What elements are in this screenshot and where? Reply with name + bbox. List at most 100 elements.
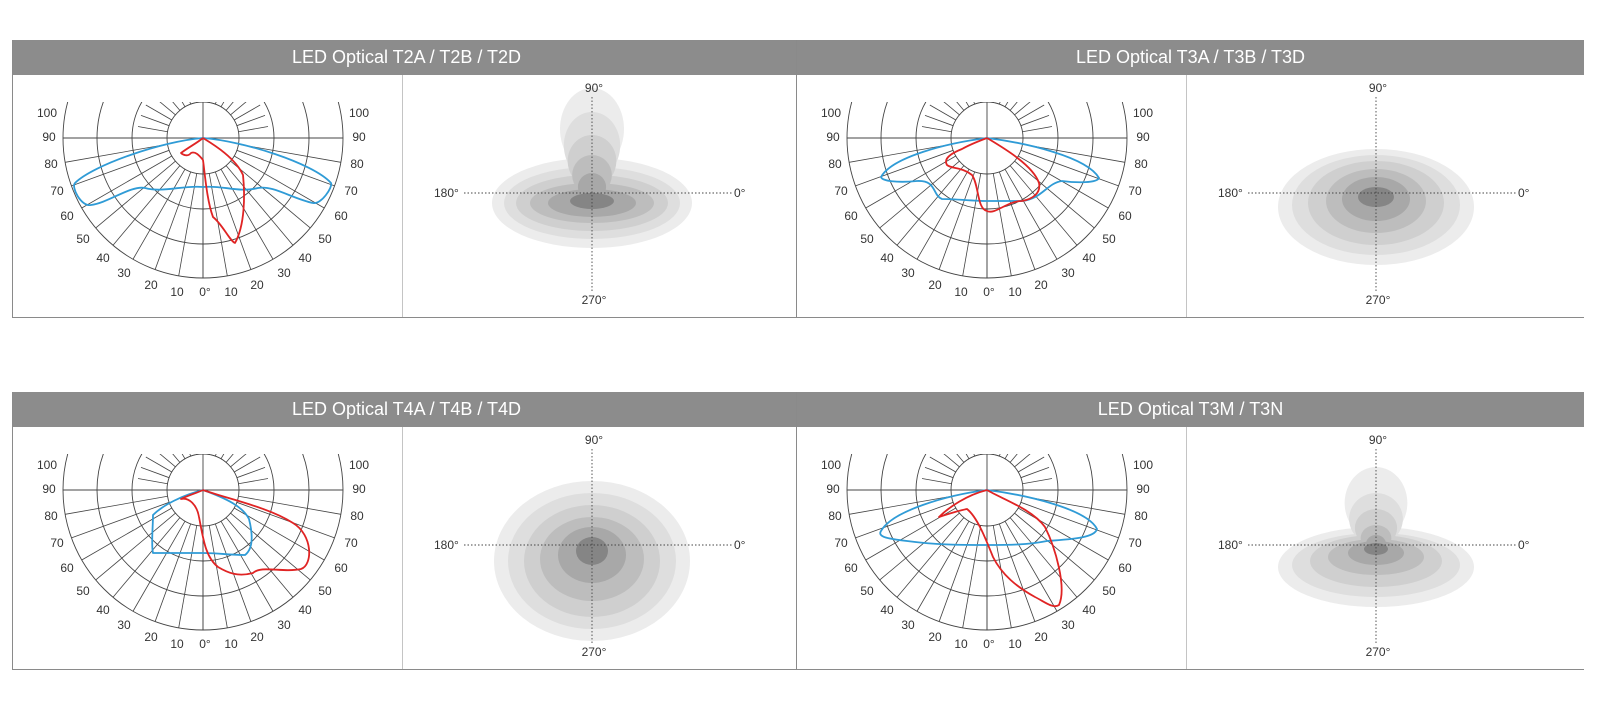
polar-center-label: 0° [199, 285, 211, 299]
polar-spoke [924, 115, 954, 127]
polar-spoke [189, 454, 192, 457]
polar-spoke [236, 467, 266, 479]
polar-spoke [181, 454, 186, 460]
polar-angle-label: 40 [298, 603, 312, 617]
polar-spoke [95, 512, 176, 581]
panel-title: LED Optical T4A / T4B / T4D [13, 392, 800, 427]
polar-spoke [943, 454, 960, 468]
polar-spoke [938, 523, 976, 622]
polar-angle-label: 50 [318, 584, 332, 598]
polar-spoke [962, 173, 982, 276]
polar-spoke [140, 467, 170, 479]
polar-spoke [214, 454, 217, 457]
polar-spoke [81, 507, 173, 561]
polar-spoke [208, 525, 228, 628]
polar-spoke [145, 104, 173, 121]
polar-spoke [1004, 102, 1009, 108]
polar-spoke [71, 149, 170, 187]
isolux-contour [570, 193, 614, 209]
polar-angle-label: 100 [349, 106, 369, 120]
polar-spoke [992, 454, 994, 455]
polar-angle-label: 70 [1128, 536, 1142, 550]
polar-spoke [236, 149, 335, 187]
polar-spoke [980, 102, 982, 103]
polar-spoke [855, 501, 954, 539]
polar-angle-label: 70 [344, 536, 358, 550]
polar-angle-label: 60 [844, 561, 858, 575]
polar-spoke [1020, 149, 1119, 187]
isolux-label-bottom: 270° [1366, 293, 1391, 307]
polar-spoke [233, 104, 261, 121]
polar-spoke [992, 173, 1012, 276]
polar-angle-label: 50 [318, 232, 332, 246]
polar-spoke [879, 160, 960, 229]
panel-divider [402, 427, 403, 669]
polar-spoke [998, 102, 1001, 105]
polar-angle-label: 70 [834, 536, 848, 550]
polar-spoke [1014, 102, 1031, 116]
optics-panel-t3: LED Optical T3A / T3B / T3D 100 100 90 90 80… [796, 40, 1584, 318]
polar-spoke [921, 478, 952, 485]
polar-spoke [1022, 478, 1053, 485]
polar-grid [62, 102, 344, 279]
polar-spoke [230, 102, 247, 116]
red-distribution-curve [938, 489, 1063, 608]
polar-spoke [849, 495, 952, 515]
polar-angle-label: 40 [1082, 251, 1096, 265]
polar-angle-label: 80 [44, 157, 58, 171]
isolux-contour-diagram: 90° 270° 180° 0° [1218, 81, 1530, 307]
polar-angle-label: 90 [1136, 130, 1150, 144]
polar-spoke [1004, 168, 1058, 260]
polar-angle-label: 80 [44, 509, 58, 523]
polar-spoke [189, 102, 192, 105]
polar-spoke [145, 456, 173, 473]
polar-angle-label: 10 [170, 285, 184, 299]
polar-spoke [998, 171, 1036, 270]
polar-spoke [238, 495, 341, 515]
polar-angle-label: 40 [298, 251, 312, 265]
polar-angle-label: 80 [350, 509, 364, 523]
polar-angle-label: 90 [826, 482, 840, 496]
isolux-contour-diagram: 90° 270° 180° 0° [434, 433, 746, 659]
polar-angle-label: 80 [828, 509, 842, 523]
polar-spoke [196, 454, 198, 455]
optics-panel-t3m: LED Optical T3M / T3N 100 100 90 90 80 80 70 70… [796, 392, 1584, 670]
polar-angle-label: 10 [954, 637, 968, 651]
polar-spoke [159, 454, 176, 468]
polar-spoke [208, 454, 210, 455]
blue-distribution-curve [880, 137, 1100, 202]
polar-spoke [965, 102, 970, 108]
polar-spoke [238, 126, 269, 133]
polar-angle-label: 30 [277, 266, 291, 280]
polar-spoke [998, 454, 1001, 457]
polar-spoke [233, 456, 261, 473]
polar-angle-label: 50 [76, 232, 90, 246]
polar-angle-label: 90 [352, 482, 366, 496]
polar-spoke [1009, 517, 1078, 598]
isolux-label-bottom: 270° [582, 645, 607, 659]
polar-angle-label: 30 [1061, 266, 1075, 280]
polar-spoke [1009, 165, 1078, 246]
polar-angle-label: 80 [1134, 157, 1148, 171]
polar-spoke [196, 102, 198, 103]
panel-body: 100 100 90 90 80 80 70 70 60 60 50 50 40 40 30 30 20 20 10… [797, 75, 1584, 317]
polar-spoke [220, 454, 225, 460]
polar-spoke [154, 523, 192, 622]
polar-angle-label: 50 [860, 584, 874, 598]
polar-spoke [178, 525, 198, 628]
polar-angle-label: 100 [1133, 106, 1153, 120]
polar-spoke [220, 168, 274, 260]
polar-spoke [230, 454, 247, 468]
polar-angle-label: 60 [1118, 209, 1132, 223]
polar-spoke [112, 165, 181, 246]
polar-angle-label: 90 [1136, 482, 1150, 496]
panel-body: 100 100 90 90 80 80 70 70 60 60 50 50 40 40 30 30 20 20 10… [797, 427, 1584, 669]
polar-angle-label: 20 [144, 278, 158, 292]
isolux-label-left: 180° [434, 538, 459, 552]
polar-spoke [1020, 467, 1050, 479]
polar-spoke [132, 520, 186, 612]
polar-spoke [236, 501, 335, 539]
polar-spoke [938, 171, 976, 270]
panel-title: LED Optical T3M / T3N [797, 392, 1584, 427]
polar-center-label: 0° [983, 285, 995, 299]
